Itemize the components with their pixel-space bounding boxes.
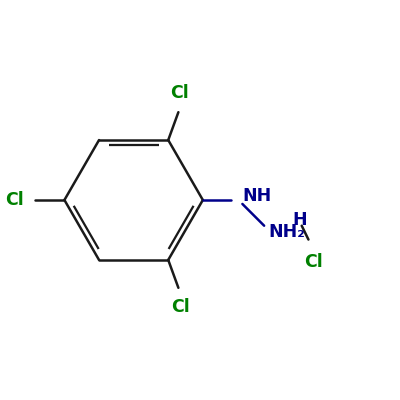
Text: NH₂: NH₂: [268, 223, 305, 241]
Text: NH: NH: [242, 187, 272, 205]
Text: Cl: Cl: [304, 253, 323, 271]
Text: Cl: Cl: [171, 298, 190, 316]
Text: Cl: Cl: [5, 191, 24, 209]
Text: H: H: [292, 211, 307, 229]
Text: Cl: Cl: [170, 84, 189, 102]
